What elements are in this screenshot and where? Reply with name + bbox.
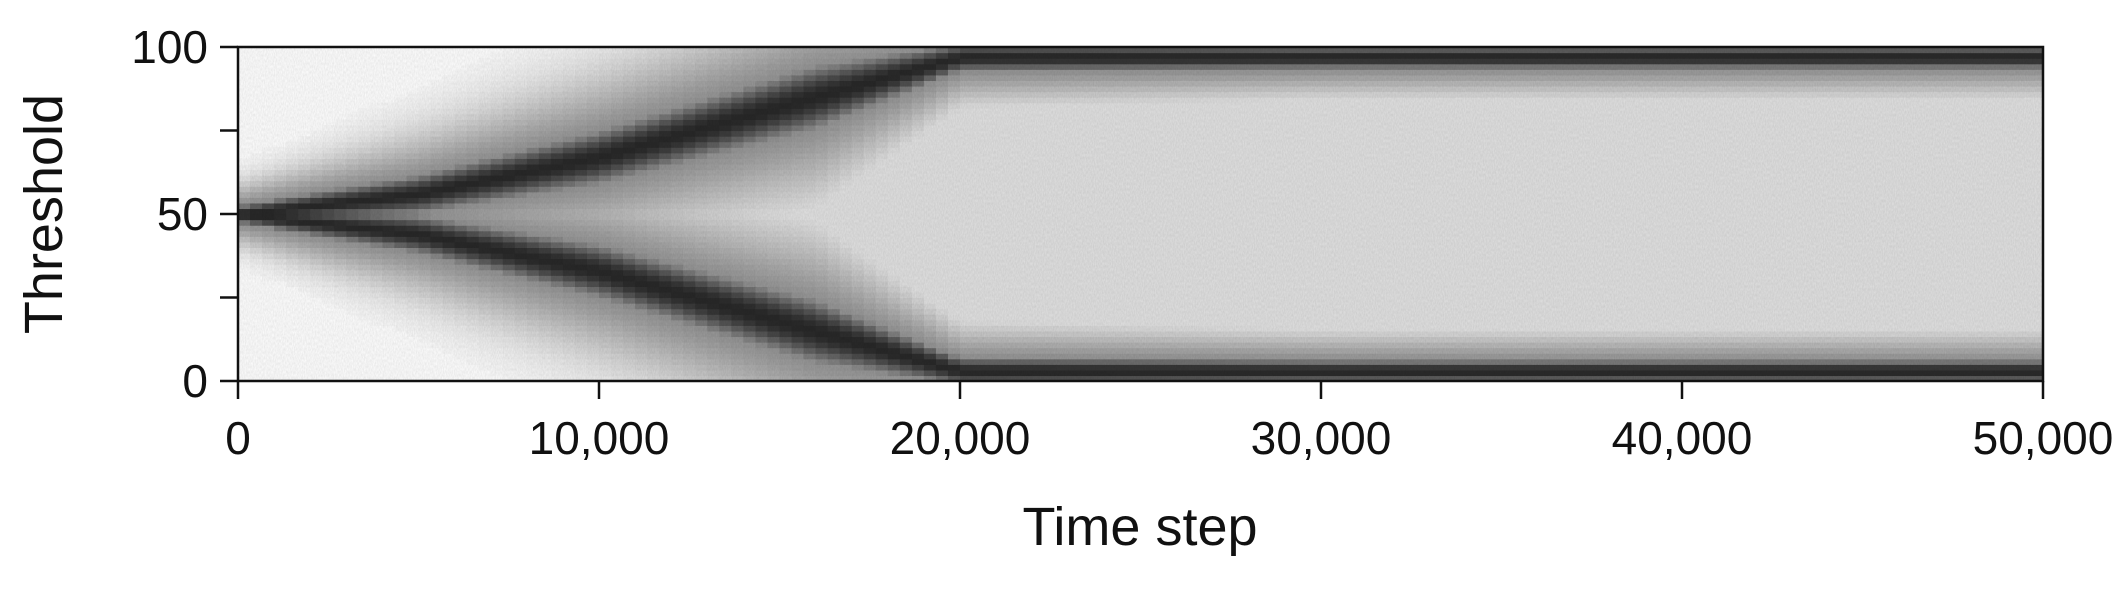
heatmap-area — [238, 47, 2043, 381]
